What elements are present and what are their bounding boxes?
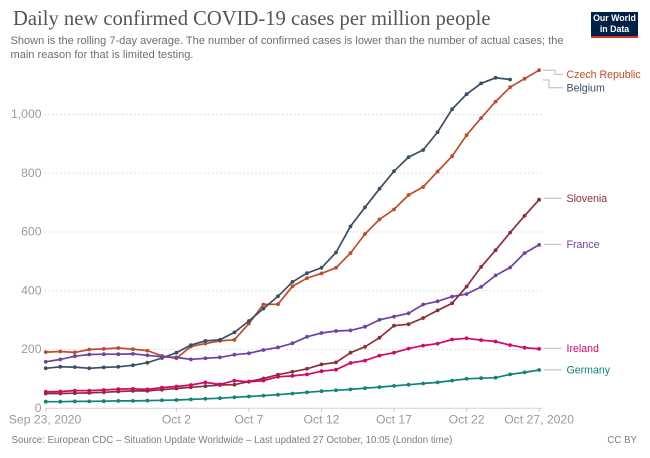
- svg-text:600: 600: [21, 225, 42, 239]
- svg-text:800: 800: [21, 166, 42, 180]
- svg-text:Oct 7: Oct 7: [234, 413, 263, 427]
- svg-text:Oct 12: Oct 12: [304, 413, 340, 427]
- svg-text:France: France: [567, 239, 600, 251]
- svg-text:200: 200: [21, 342, 42, 356]
- svg-text:Ireland: Ireland: [567, 343, 599, 355]
- svg-text:Slovenia: Slovenia: [567, 193, 608, 205]
- svg-text:Belgium: Belgium: [567, 82, 605, 94]
- svg-text:Oct 22: Oct 22: [449, 413, 485, 427]
- svg-text:Czech Republic: Czech Republic: [567, 69, 642, 81]
- svg-text:Sep 23, 2020: Sep 23, 2020: [9, 413, 82, 427]
- svg-text:Oct 27, 2020: Oct 27, 2020: [504, 413, 574, 427]
- svg-text:Oct 17: Oct 17: [376, 413, 412, 427]
- svg-text:0: 0: [35, 401, 42, 415]
- svg-text:Oct 2: Oct 2: [162, 413, 191, 427]
- svg-text:Germany: Germany: [567, 365, 611, 377]
- svg-text:1,000: 1,000: [11, 107, 42, 121]
- svg-text:400: 400: [21, 283, 42, 297]
